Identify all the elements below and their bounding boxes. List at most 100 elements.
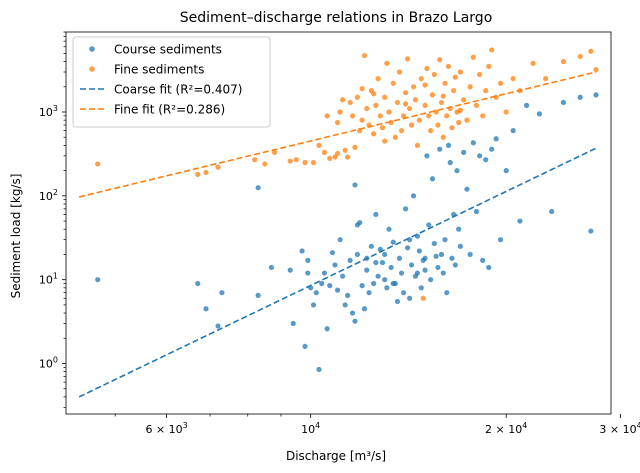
point-0-85 xyxy=(457,243,463,249)
point-1-23 xyxy=(352,144,358,150)
point-1-68 xyxy=(444,113,450,119)
point-0-2 xyxy=(203,306,209,312)
point-1-61 xyxy=(431,71,437,78)
point-0-39 xyxy=(368,243,374,249)
point-0-26 xyxy=(340,273,346,279)
x-tick-label-0: 6 × 103 xyxy=(145,421,187,436)
point-0-101 xyxy=(524,102,530,108)
point-1-11 xyxy=(316,142,322,148)
plot-frame xyxy=(65,31,612,415)
point-0-104 xyxy=(560,99,567,106)
point-0-115 xyxy=(414,270,421,276)
point-0-67 xyxy=(426,222,432,228)
point-0-68 xyxy=(428,277,434,283)
point-0-3 xyxy=(215,323,221,329)
point-1-24 xyxy=(354,94,360,100)
point-0-31 xyxy=(352,318,358,324)
x-axis-label: Discharge [m³/s] xyxy=(286,449,386,463)
x-tick-label-3: 3 × 104 xyxy=(599,421,640,436)
point-0-96 xyxy=(493,136,499,142)
point-0-15 xyxy=(310,302,317,308)
point-1-7 xyxy=(287,158,293,164)
point-1-98 xyxy=(359,86,365,92)
point-1-49 xyxy=(408,122,415,128)
point-0-4 xyxy=(219,290,225,296)
point-0-91 xyxy=(477,153,483,159)
legend-box xyxy=(72,36,271,128)
point-1-0 xyxy=(95,161,101,167)
point-1-94 xyxy=(560,58,567,65)
point-0-100 xyxy=(517,218,523,224)
point-0-78 xyxy=(445,142,452,148)
point-0-75 xyxy=(440,270,446,276)
point-1-51 xyxy=(412,97,419,103)
point-1-92 xyxy=(530,60,536,66)
point-1-33 xyxy=(375,76,381,82)
point-1-2 xyxy=(203,169,209,176)
point-0-17 xyxy=(316,366,322,373)
point-0-103 xyxy=(549,208,555,215)
point-0-38 xyxy=(366,290,372,296)
point-1-45 xyxy=(400,113,407,119)
point-0-42 xyxy=(375,273,381,279)
point-1-22 xyxy=(349,113,356,119)
point-0-105 xyxy=(577,94,583,100)
point-0-70 xyxy=(431,240,437,247)
point-0-28 xyxy=(345,292,351,298)
point-1-27 xyxy=(361,53,368,59)
point-1-53 xyxy=(416,117,422,123)
point-0-49 xyxy=(390,239,396,245)
point-1-14 xyxy=(327,155,333,161)
point-1-55 xyxy=(420,295,426,301)
point-0-62 xyxy=(416,248,422,254)
point-1-48 xyxy=(406,105,413,112)
point-0-109 xyxy=(382,251,388,258)
point-0-66 xyxy=(424,153,430,159)
point-0-79 xyxy=(447,159,453,166)
point-0-82 xyxy=(452,262,458,268)
point-1-69 xyxy=(445,63,452,69)
legend-label-1: Fine sediments xyxy=(114,63,204,77)
point-0-110 xyxy=(390,280,396,287)
point-0-36 xyxy=(361,306,368,312)
point-0-88 xyxy=(467,251,473,258)
point-0-12 xyxy=(305,257,311,263)
point-0-33 xyxy=(354,251,360,258)
point-0-108 xyxy=(373,259,379,266)
point-0-55 xyxy=(402,206,409,212)
y-tick-label-1: 101 xyxy=(39,272,58,287)
point-1-8 xyxy=(293,157,299,163)
point-0-19 xyxy=(321,270,328,276)
point-1-46 xyxy=(402,90,409,96)
point-1-101 xyxy=(422,82,428,88)
legend: Course sediments Fine sediments Coarse fit… xyxy=(72,36,271,128)
point-0-76 xyxy=(442,237,448,243)
legend-marker-0 xyxy=(89,46,95,52)
point-0-57 xyxy=(406,295,413,301)
point-1-82 xyxy=(477,71,483,78)
point-1-20 xyxy=(345,154,351,160)
point-0-52 xyxy=(396,255,403,261)
point-0-111 xyxy=(406,237,413,243)
point-0-106 xyxy=(588,228,594,234)
legend-label-0: Course sediments xyxy=(114,43,222,57)
point-0-72 xyxy=(435,264,441,271)
point-0-45 xyxy=(382,277,388,283)
point-0-32 xyxy=(352,182,358,188)
point-0-97 xyxy=(497,237,504,243)
point-1-63 xyxy=(435,122,441,128)
point-1-37 xyxy=(384,60,390,66)
point-1-90 xyxy=(510,76,516,82)
point-1-102 xyxy=(440,93,446,99)
y-axis-label: Sediment load [kg/s] xyxy=(9,174,23,299)
point-1-58 xyxy=(426,113,432,119)
point-1-97 xyxy=(593,67,599,73)
point-1-100 xyxy=(402,101,409,107)
y-tick-label-0: 100 xyxy=(39,356,58,371)
point-0-7 xyxy=(268,264,275,271)
point-1-77 xyxy=(461,97,467,103)
point-0-13 xyxy=(305,270,311,276)
point-1-66 xyxy=(440,134,446,140)
x-axis-ticks: 6 × 103 104 2 × 104 3 × 104 xyxy=(114,414,640,436)
point-0-65 xyxy=(422,267,428,273)
